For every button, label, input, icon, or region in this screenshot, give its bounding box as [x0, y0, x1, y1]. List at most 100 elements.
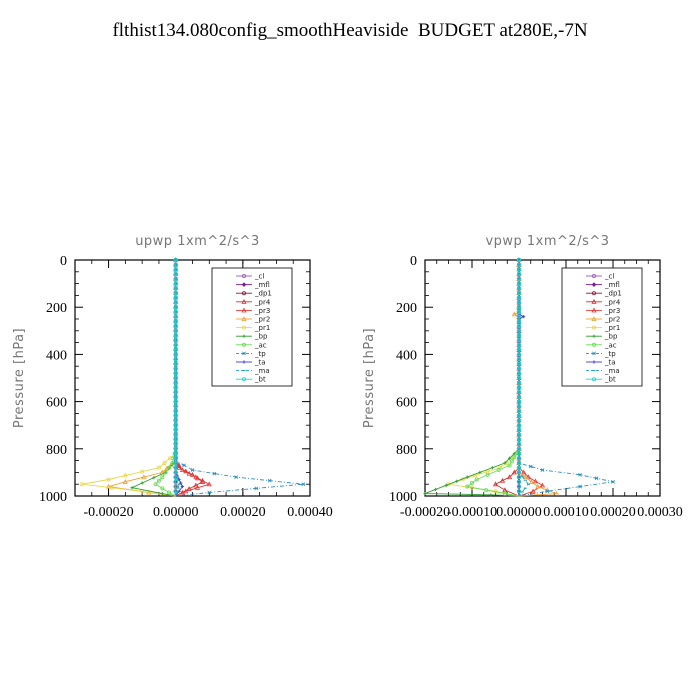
- vpwp-point-bt: [517, 286, 522, 291]
- upwp-legend-marker-bt: [241, 377, 246, 382]
- vpwp-point-bt: [517, 380, 522, 385]
- upwp-point-bt: [173, 347, 178, 352]
- upwp-series-line-bp: [130, 260, 177, 497]
- vpwp-point-bt: [517, 470, 522, 475]
- upwp-legend-label-pr2: _pr2: [254, 316, 270, 324]
- upwp-legend-marker-cl: [241, 273, 246, 278]
- vpwp-point-pr2: [511, 311, 517, 317]
- upwp-point-bt: [173, 456, 178, 461]
- vpwp-point-ac: [485, 472, 490, 477]
- vpwp-point-bt: [517, 262, 522, 267]
- upwp-point-bt: [173, 465, 178, 470]
- vpwp-x-tick-label: 0.00020: [590, 505, 636, 520]
- upwp-point-pr1: [106, 477, 111, 482]
- vpwp-point-ac: [512, 455, 517, 460]
- upwp-point-bt: [173, 309, 178, 314]
- vpwp-legend-marker-dp1: [592, 291, 597, 296]
- vpwp-point-bt: [517, 437, 522, 442]
- vpwp-legend-label-pr2: _pr2: [604, 316, 620, 324]
- vpwp-point-bt: [517, 460, 522, 465]
- upwp-point-pr1: [109, 485, 114, 490]
- vpwp-point-bt: [517, 333, 522, 338]
- vpwp-legend-label-ta: _ta: [604, 359, 616, 367]
- vpwp-point-bt: [517, 465, 522, 470]
- upwp-point-bt: [173, 479, 178, 484]
- vpwp-legend-marker-pr2: [591, 316, 597, 321]
- upwp-legend-marker-tp: [242, 351, 246, 356]
- vpwp-point-pr3: [530, 488, 536, 494]
- vpwp-point-pr4: [499, 477, 506, 483]
- vpwp-point-bt: [517, 352, 522, 357]
- vpwp-point-tp: [578, 472, 582, 477]
- upwp-point-bt: [173, 324, 178, 329]
- vpwp-point-ac: [509, 459, 514, 464]
- vpwp-point-pr3: [525, 474, 531, 480]
- vpwp-legend-label-pr1: _pr1: [604, 324, 620, 332]
- upwp-series-line-pr1: [81, 260, 177, 497]
- upwp-x-tick-label: 0.00000: [153, 505, 199, 520]
- vpwp-y-tick-label: 800: [396, 443, 417, 458]
- upwp-point-pr1: [79, 482, 84, 487]
- upwp-y-axis-label: Pressure [hPa]: [12, 328, 27, 428]
- vpwp-point-ac: [496, 468, 501, 473]
- upwp-series-line-pr4: [175, 260, 204, 497]
- vpwp-point-bp: [508, 456, 512, 460]
- upwp-legend-marker-pr2: [241, 316, 247, 321]
- vpwp-point-pr2: [554, 490, 560, 496]
- upwp-point-bt: [173, 489, 178, 494]
- upwp-legend-marker-dp1: [241, 291, 246, 296]
- upwp-point-tp: [190, 468, 195, 472]
- vpwp-legend-label-tp: _tp: [604, 350, 616, 358]
- upwp-legend-label-bt: _bt: [254, 376, 266, 384]
- vpwp-legend-marker-mfl: [591, 282, 597, 288]
- vpwp-point-pr2: [528, 479, 535, 484]
- upwp-point-pr2: [122, 479, 128, 484]
- vpwp-point-bt: [517, 324, 522, 329]
- vpwp-point-bt: [517, 328, 522, 333]
- upwp-point-bt: [173, 262, 178, 267]
- vpwp-x-tick-label: -0.00010: [447, 505, 497, 520]
- upwp-point-pr1: [123, 473, 128, 478]
- upwp-legend-label-ac: _ac: [254, 341, 267, 349]
- vpwp-legend-label-ma: _ma: [604, 367, 620, 375]
- upwp-point-bt: [173, 460, 178, 465]
- upwp-y-tick-label: 0: [60, 254, 67, 269]
- upwp-legend-label-ma: _ma: [254, 367, 270, 375]
- upwp-series-line-pr2: [108, 260, 177, 497]
- upwp-point-pr3: [193, 474, 199, 480]
- vpwp-series-line-ac: [466, 260, 520, 497]
- upwp-point-pr4: [176, 464, 182, 470]
- upwp-point-bt: [173, 371, 178, 376]
- upwp-point-pr3: [186, 470, 192, 476]
- upwp-legend-label-mfl: _mfl: [254, 281, 270, 289]
- upwp-point-bt: [173, 333, 178, 338]
- upwp-point-pr3: [179, 467, 186, 473]
- vpwp-point-pr2: [522, 474, 528, 480]
- upwp-legend-label-bp: _bp: [254, 333, 268, 341]
- vpwp-legend-marker-ta: [592, 360, 596, 364]
- upwp-point-ac: [153, 482, 158, 487]
- upwp-point-pr1: [156, 465, 161, 470]
- upwp-point-bp: [152, 476, 156, 480]
- vpwp-point-bp: [478, 470, 482, 474]
- vpwp-point-bt: [517, 404, 522, 409]
- vpwp-point-ac: [507, 463, 512, 468]
- vpwp-legend-marker-pr4: [591, 299, 597, 304]
- upwp-point-pr2: [141, 474, 147, 480]
- upwp-legend-label-cl: _cl: [254, 273, 264, 281]
- vpwp-series-line-bp: [424, 260, 520, 497]
- upwp-series-line-ac: [154, 260, 177, 497]
- vpwp-legend-label-bp: _bp: [604, 333, 618, 341]
- vpwp-point-ac: [465, 484, 470, 489]
- vpwp-point-bt: [517, 394, 522, 399]
- upwp-point-tp: [212, 471, 217, 476]
- vpwp-legend-marker-tp: [592, 351, 596, 356]
- vpwp-point-bt: [517, 361, 522, 366]
- upwp-legend-marker-mfl: [241, 282, 247, 288]
- upwp-point-bt: [173, 286, 178, 291]
- vpwp-point-bt: [517, 366, 522, 371]
- upwp-point-pr4: [193, 482, 199, 488]
- upwp-point-bt: [173, 442, 178, 447]
- upwp-point-bt: [173, 314, 178, 319]
